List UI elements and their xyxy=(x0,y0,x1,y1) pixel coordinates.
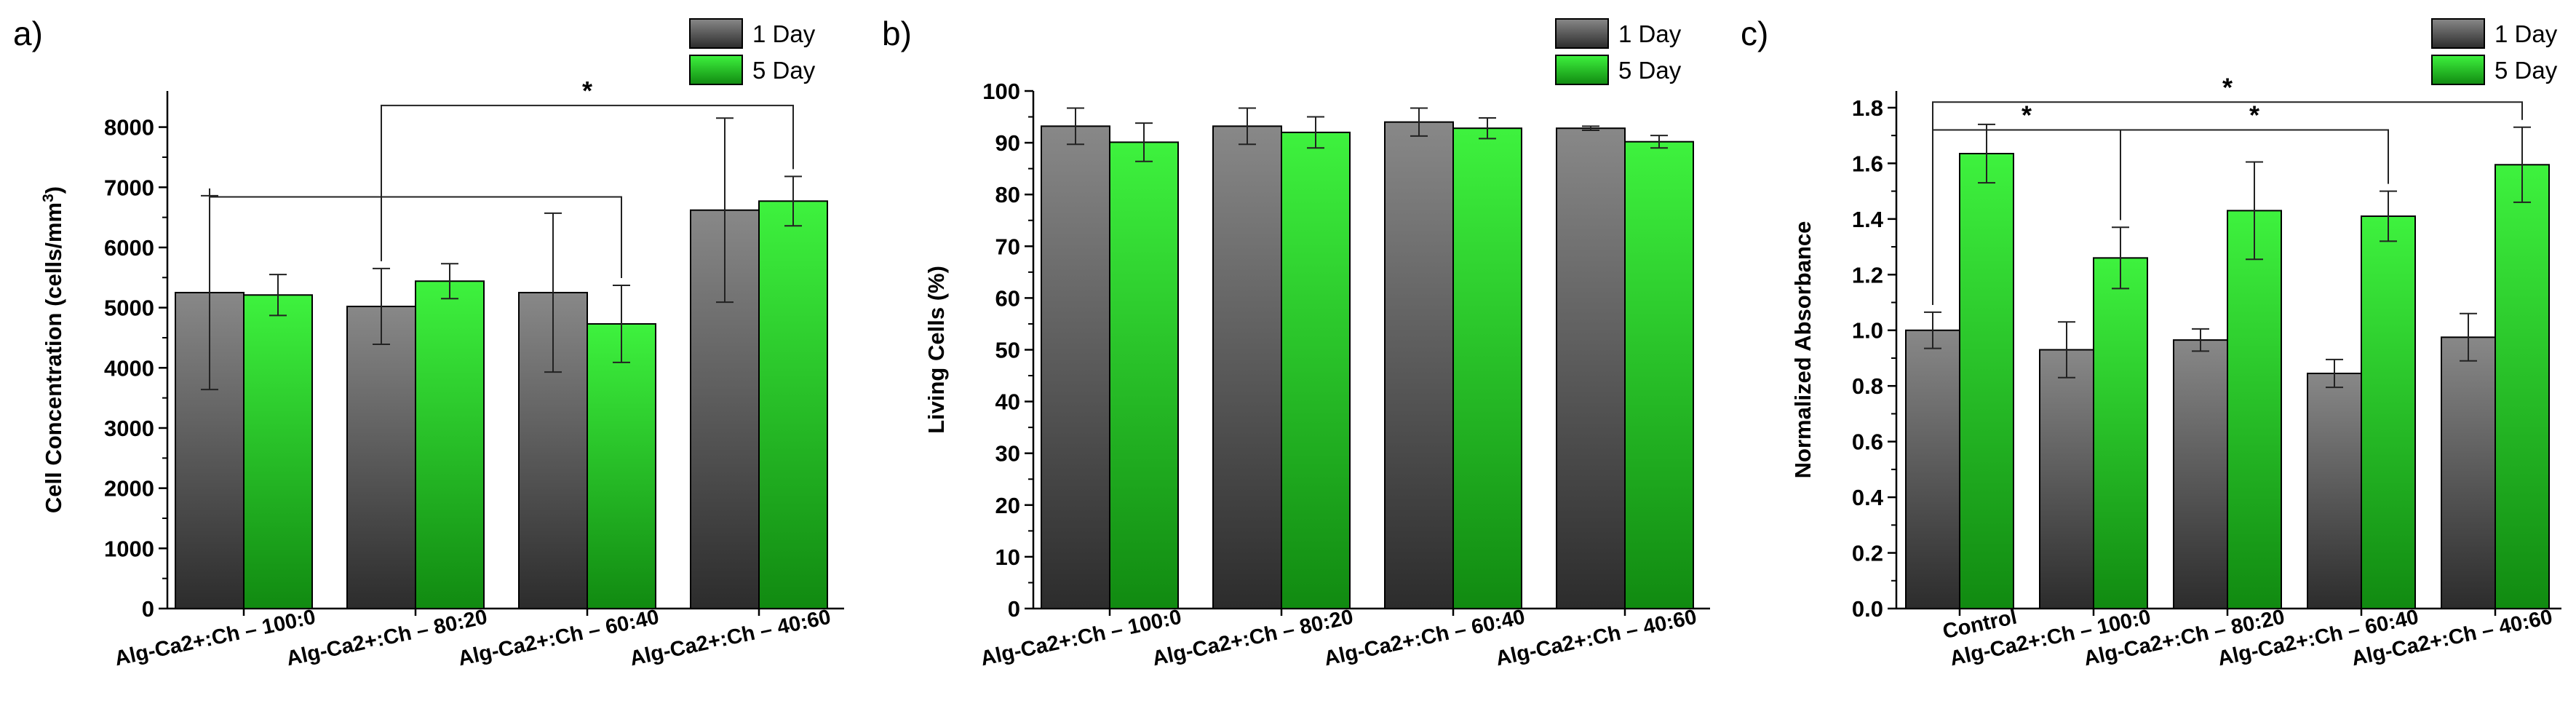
y-tick-label: 50 xyxy=(995,338,1020,363)
bar-5-day xyxy=(243,294,313,609)
x-tick-label: Alg-Ca2+:Ch – 40:60 xyxy=(1494,606,1699,671)
bar-1-day xyxy=(2173,339,2228,609)
y-tick-label: 1.6 xyxy=(1852,151,1883,176)
significance-bracket xyxy=(209,188,622,279)
y-tick-label: 1.0 xyxy=(1852,318,1883,344)
bar-5-day xyxy=(2361,215,2416,610)
significance-star: * xyxy=(2222,72,2233,102)
significance-bracket xyxy=(381,104,794,261)
y-tick-label: 0.2 xyxy=(1852,541,1883,566)
y-tick-label: 90 xyxy=(995,130,1020,156)
bar-1-day xyxy=(2039,349,2094,609)
significance-bracket xyxy=(2120,129,2389,221)
chart-panel-a: a) 0 1000 2000 3000 4000 5000 6000 7000 8000 Cell … xyxy=(13,15,844,670)
legend-swatch-1-day xyxy=(689,18,743,49)
panel-label: a) xyxy=(13,15,43,52)
bar-1-day xyxy=(1041,125,1110,609)
legend-swatch-5-day xyxy=(689,55,743,85)
panel-label: b) xyxy=(882,15,912,52)
y-tick-label: 100 xyxy=(982,79,1020,104)
y-tick-label: 30 xyxy=(995,441,1020,467)
bar-1-day xyxy=(346,305,416,609)
legend-label: 5 Day xyxy=(2494,57,2558,84)
bar-5-day xyxy=(1624,140,1694,610)
y-tick-label: 0.0 xyxy=(1852,596,1883,622)
y-axis-label: Cell Concentration (cells/mm3) xyxy=(40,186,67,513)
y-tick-label: 40 xyxy=(995,389,1020,415)
bar-1-day xyxy=(2441,336,2496,609)
panel-label: c) xyxy=(1741,15,1768,52)
y-tick-label: 7000 xyxy=(104,175,154,200)
bar-5-day xyxy=(2093,257,2148,609)
y-axis-label-main: Living Cells (%) xyxy=(923,266,949,434)
y-tick-label: 80 xyxy=(995,182,1020,207)
bar-5-day xyxy=(415,280,485,609)
y-tick-label: 2000 xyxy=(104,476,154,502)
y-tick-label: 0.8 xyxy=(1852,373,1883,399)
bar-5-day xyxy=(2494,164,2550,609)
y-tick-label: 1000 xyxy=(104,536,154,561)
y-tick-label: 70 xyxy=(995,234,1020,259)
bar-5-day xyxy=(587,322,656,609)
bar-5-day xyxy=(1959,153,2014,610)
legend-label: 1 Day xyxy=(2494,20,2558,47)
bar-1-day xyxy=(2307,372,2362,609)
legend-label: 5 Day xyxy=(1618,57,1682,84)
bar-5-day xyxy=(1109,141,1179,610)
y-tick-label: 10 xyxy=(995,544,1020,570)
bar-5-day xyxy=(758,200,828,609)
significance-star: * xyxy=(2022,100,2032,130)
y-tick-label: 4000 xyxy=(104,355,154,381)
legend-swatch-1-day xyxy=(1555,18,1609,49)
bar-5-day xyxy=(1452,127,1522,609)
y-tick-label: 1.4 xyxy=(1852,207,1884,232)
y-tick-label: 1.2 xyxy=(1852,262,1883,288)
legend-swatch-1-day xyxy=(2431,18,2485,49)
y-tick-label: 6000 xyxy=(104,235,154,261)
legend-label: 5 Day xyxy=(752,57,816,84)
bar-1-day xyxy=(1384,121,1454,610)
x-tick-label: Alg-Ca2+:Ch – 40:60 xyxy=(628,606,833,671)
significance-star: * xyxy=(582,76,592,106)
y-axis-label-sup: 3 xyxy=(40,194,57,202)
y-axis-label-main: Normalized Absorbance xyxy=(1790,221,1816,479)
y-tick-label: 8000 xyxy=(104,115,154,140)
legend-swatch-5-day xyxy=(1555,55,1609,85)
y-tick-label: 0.6 xyxy=(1852,429,1883,455)
legend-label: 1 Day xyxy=(752,20,816,47)
legend-label: 1 Day xyxy=(1618,20,1682,47)
y-tick-label: 5000 xyxy=(104,296,154,321)
y-axis-label: Living Cells (%) xyxy=(923,266,949,434)
significance-star: * xyxy=(2249,100,2259,130)
y-tick-label: 0 xyxy=(142,596,154,622)
bar-5-day xyxy=(1281,131,1351,609)
y-tick-label: 0.4 xyxy=(1852,485,1884,510)
y-axis-label-main: Cell Concentration (cells/mm xyxy=(41,202,66,513)
y-tick-label: 0 xyxy=(1008,596,1020,622)
chart-panel-c: c) 0.0 0.2 0.4 0.6 0.8 1.0 1.2 1.4 1.6 1.8 Normaliz… xyxy=(1741,15,2561,670)
y-axis-label-end: ) xyxy=(41,186,66,194)
significance-bracket xyxy=(1932,101,2523,305)
y-tick-label: 20 xyxy=(995,493,1020,518)
chart-panel-b: b) 0 10 20 30 40 50 60 70 80 90 100 Living Cells (%)… xyxy=(882,15,1710,670)
y-tick-label: 1.8 xyxy=(1852,95,1883,121)
bar-1-day xyxy=(1905,329,1960,609)
y-tick-label: 60 xyxy=(995,285,1020,311)
bar-5-day xyxy=(2227,210,2282,609)
bar-1-day xyxy=(1212,125,1282,609)
y-axis-label: Normalized Absorbance xyxy=(1790,221,1816,479)
bar-1-day xyxy=(1556,127,1626,609)
legend-swatch-5-day xyxy=(2431,55,2485,85)
y-tick-label: 3000 xyxy=(104,416,154,441)
